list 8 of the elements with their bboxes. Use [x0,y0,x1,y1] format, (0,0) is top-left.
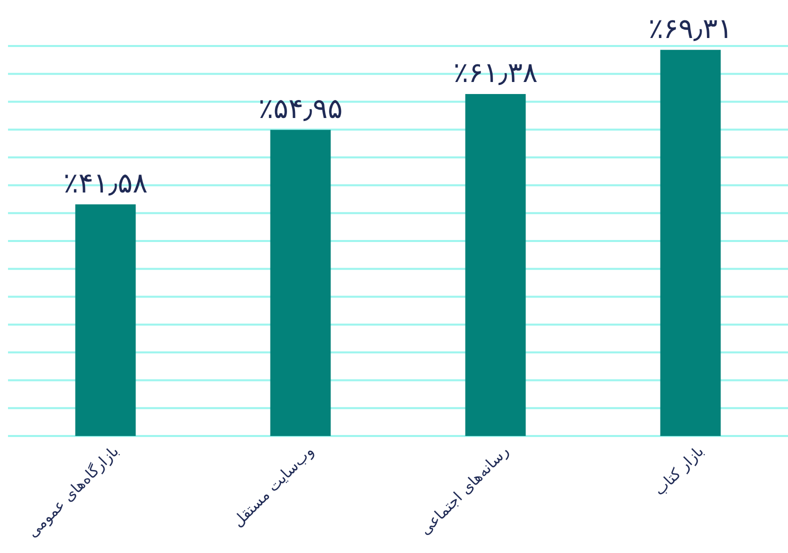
x-tick-label: وب‌سایت مستقل [228,442,318,531]
value-label: ٪۴۱٫۵۸ [63,166,148,200]
value-label: ٪۵۴٫۹۵ [258,92,343,125]
value-label: ٪۶۱٫۳۸ [453,56,538,90]
x-tick-label: رسانه‌های اجتماعی [416,442,512,538]
x-tick-label: بازارگاه‌های عمومی [23,442,122,541]
value-label: ٪۶۹٫۳۱ [648,12,733,45]
x-tick-label: بازار کتاب [650,442,708,500]
